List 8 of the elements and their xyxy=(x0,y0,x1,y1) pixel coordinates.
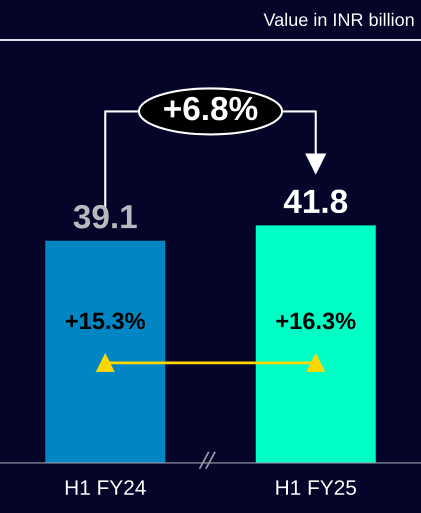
annotation: +15.3% xyxy=(66,312,145,330)
text: Value in INR billion xyxy=(264,12,414,26)
text: +6.8% xyxy=(164,96,258,120)
data-label: 41.8 xyxy=(284,190,348,214)
data-label: 39.1 xyxy=(74,204,137,229)
x-tick-label: H1 FY24 xyxy=(66,480,146,495)
annotation: +16.3% xyxy=(276,312,356,330)
x-tick-label: H1 FY25 xyxy=(276,480,356,495)
